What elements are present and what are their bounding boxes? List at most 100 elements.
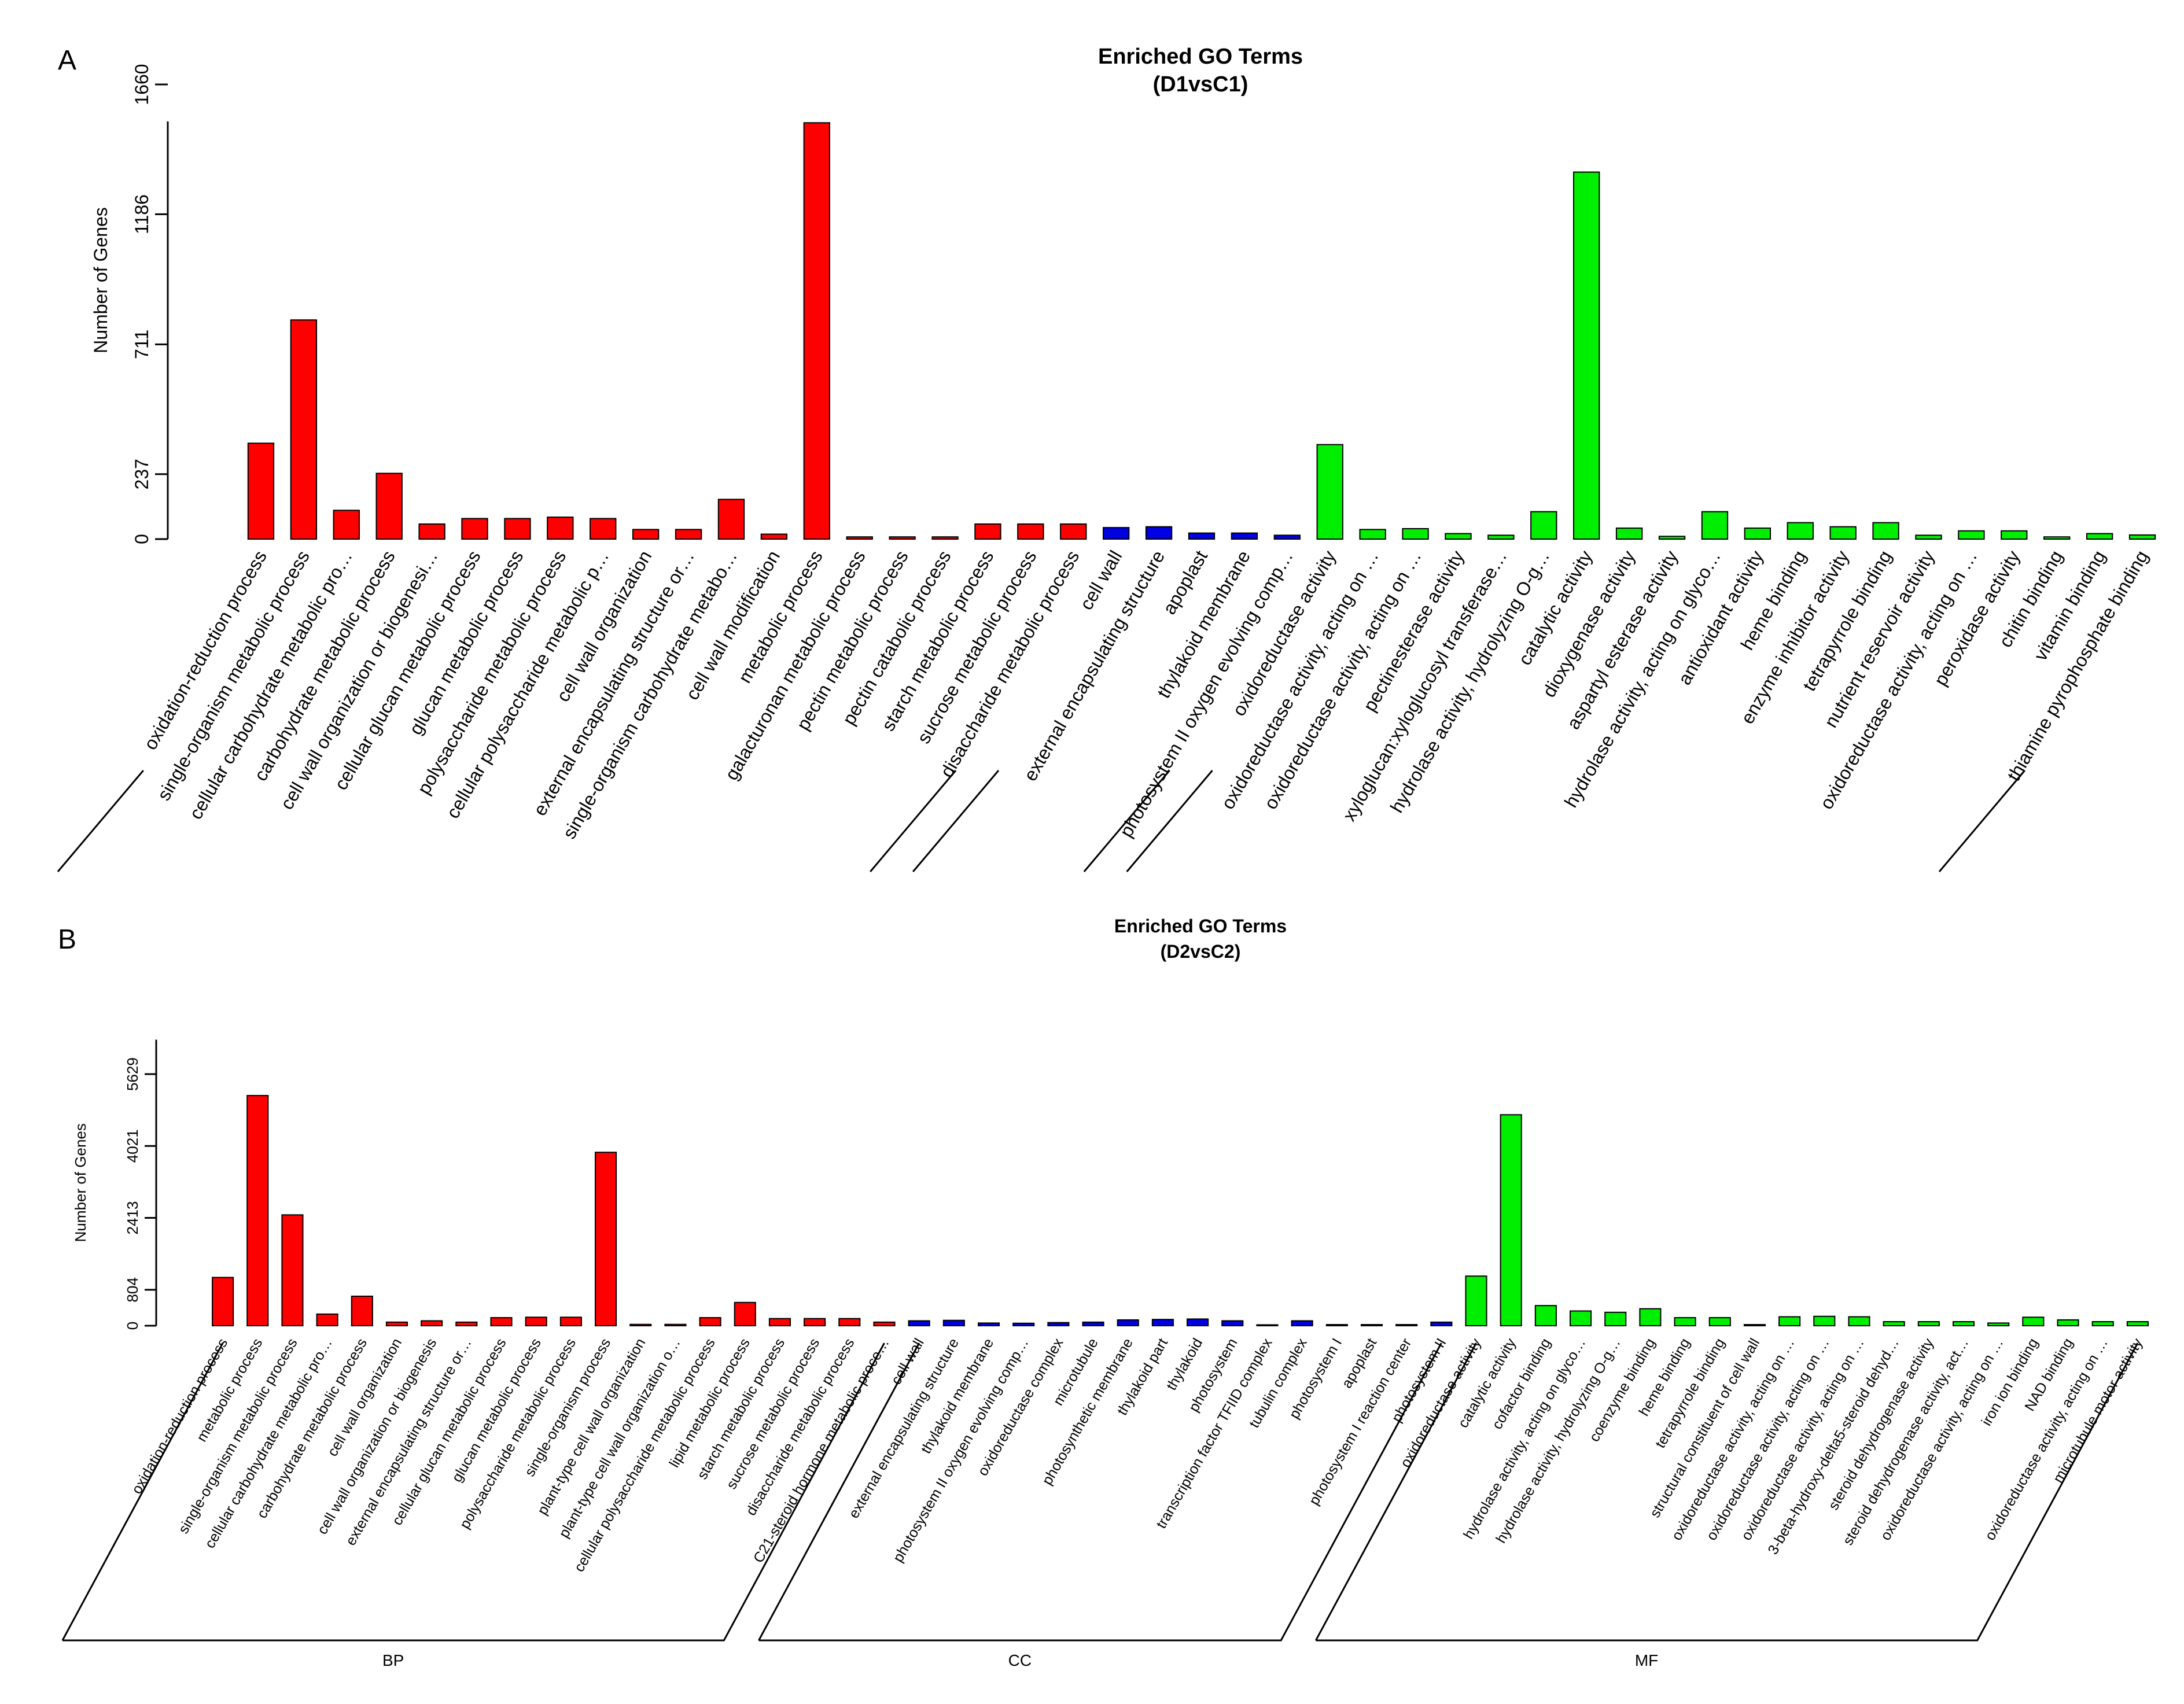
bar [1445, 533, 1472, 540]
panel-a: A Enriched GO Terms (D1vsC1) 0 237 711 1186 166… [57, 45, 2156, 872]
bar [1570, 1310, 1592, 1327]
bracket-line [1315, 1342, 1477, 1641]
bar [632, 529, 660, 540]
bar [699, 1317, 721, 1326]
bar [1639, 1308, 1662, 1327]
bar [1573, 171, 1600, 540]
bracket-line [758, 1342, 920, 1641]
bar [1708, 1317, 1731, 1326]
bar [1231, 532, 1258, 540]
bar [1848, 1316, 1870, 1326]
bar [1291, 1320, 1313, 1326]
bar [351, 1296, 373, 1326]
y-tick-label: 0 [124, 1322, 141, 1330]
bracket-line [1083, 770, 1170, 872]
bar [873, 1321, 896, 1326]
bar [281, 1214, 304, 1326]
category-label: cellular polysaccharide metabolic p… [442, 547, 613, 822]
bar [1787, 522, 1814, 540]
bar [768, 1318, 791, 1326]
bracket-line [870, 770, 957, 872]
bar [212, 1277, 234, 1326]
bar [1188, 532, 1216, 540]
bar [804, 1318, 826, 1326]
chart-subtitle: (D2vsC2) [1161, 941, 1241, 962]
bar [2001, 530, 2028, 540]
chart-subtitle: (D1vsC1) [1153, 72, 1248, 97]
bar [1360, 1324, 1383, 1327]
bar [1813, 1315, 1836, 1326]
bracket-line [61, 1342, 224, 1641]
bar [1778, 1316, 1801, 1326]
y-tick-label: 2413 [124, 1201, 141, 1235]
bar [595, 1152, 617, 1326]
bar [1917, 1321, 1940, 1326]
bar [1487, 534, 1515, 540]
bar [1952, 1321, 1975, 1326]
bar [1500, 1114, 1522, 1327]
bar [1273, 534, 1301, 540]
bar [1402, 528, 1429, 540]
y-tick-label: 4021 [124, 1129, 141, 1163]
y-tick-label: 5629 [124, 1057, 141, 1091]
group-label: CC [1008, 1651, 1032, 1669]
bar [1047, 1322, 1070, 1326]
bar [559, 1316, 582, 1326]
bar [1829, 526, 1857, 540]
bar [2091, 1321, 2114, 1326]
bar [974, 523, 1001, 540]
bar [1316, 444, 1343, 540]
bar [1604, 1311, 1627, 1327]
bar [942, 1319, 965, 1326]
bar [675, 529, 702, 540]
group-label: MF [1635, 1651, 1658, 1669]
bracket-line [1938, 770, 2025, 872]
bar [908, 1320, 930, 1326]
bar [333, 510, 360, 540]
bar [421, 1320, 443, 1326]
bar [1187, 1318, 1209, 1326]
y-axis-label: Number of Genes [72, 1123, 89, 1242]
bar [889, 536, 916, 540]
bar [734, 1301, 756, 1326]
bar [1987, 1322, 2010, 1326]
bar [461, 518, 488, 540]
bar [1883, 1321, 1905, 1326]
bar [1465, 1275, 1487, 1326]
bar [316, 1313, 338, 1327]
category-label: cell wall [888, 1336, 927, 1388]
y-axis-label: Number of Genes [90, 207, 111, 353]
y-tick-label: 237 [131, 459, 152, 489]
bar [1359, 529, 1386, 540]
bar [846, 536, 873, 540]
bar [760, 533, 788, 540]
bar [1151, 1319, 1174, 1326]
bar [504, 518, 531, 540]
bar [418, 523, 445, 540]
panel-letter: B [58, 924, 76, 955]
bar [1060, 523, 1087, 540]
bracket-line [758, 1342, 1442, 1642]
bar [1395, 1324, 1418, 1327]
group-label: BP [382, 1651, 404, 1669]
bar [1658, 536, 1686, 540]
bar [931, 536, 959, 540]
category-label: 3-beta-hydroxy-delta5-steroid dehyd… [1765, 1336, 1902, 1557]
bar [838, 1318, 861, 1326]
bar [1430, 1321, 1453, 1326]
y-tick-label: 804 [124, 1277, 141, 1302]
bar [590, 518, 617, 540]
bracket-line [62, 1342, 885, 1642]
bar [385, 1321, 408, 1326]
panel-letter: A [58, 45, 76, 76]
bar [664, 1323, 687, 1326]
bar [246, 1095, 269, 1326]
bar [247, 442, 275, 540]
bar [1325, 1324, 1348, 1327]
bar [1872, 522, 1899, 540]
bar [2086, 533, 2113, 540]
chart-title: Enriched GO Terms [1098, 45, 1303, 69]
bar [1615, 528, 1643, 540]
bar [1534, 1305, 1557, 1327]
